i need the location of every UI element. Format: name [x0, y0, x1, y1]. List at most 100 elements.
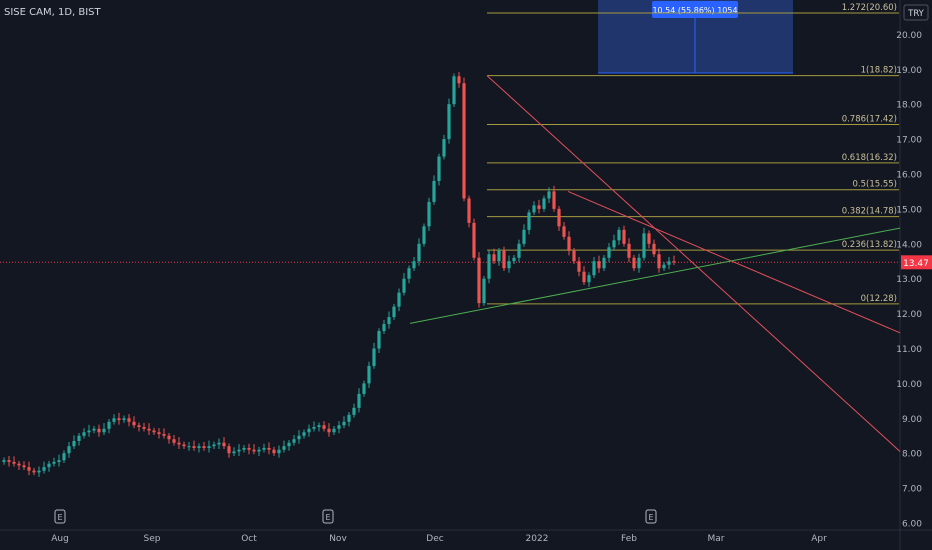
- candle-body: [147, 428, 151, 431]
- price-tick-label: 14.00: [896, 240, 922, 250]
- candle-body: [37, 470, 41, 473]
- candle-body: [477, 257, 481, 304]
- chart-title: SISE CAM, 1D, BIST: [4, 7, 101, 18]
- candle-body: [562, 226, 566, 237]
- trend-line-up: [409, 227, 901, 324]
- fib-level-label: 0.618(16.32): [842, 153, 897, 163]
- trend-line-down-2: [567, 190, 901, 334]
- candle-body: [212, 444, 216, 447]
- candle-body: [522, 229, 526, 244]
- candle-body: [467, 198, 471, 223]
- candle-body: [162, 434, 166, 436]
- candle-body: [672, 261, 676, 263]
- candle-body: [412, 261, 416, 269]
- time-axis-label: Sep: [144, 534, 161, 544]
- candle-body: [427, 201, 431, 227]
- candle-body: [602, 257, 606, 269]
- candle-body: [572, 250, 576, 262]
- candle-body: [362, 383, 366, 394]
- fib-level-label: 0.382(14.78): [842, 207, 897, 217]
- candle-body: [272, 449, 276, 454]
- candle-body: [57, 460, 61, 462]
- candle-body: [642, 233, 646, 258]
- earnings-marker: [322, 509, 334, 524]
- candle-body: [337, 425, 341, 429]
- candle-body: [267, 447, 271, 450]
- candle-body: [282, 446, 286, 450]
- price-tick-label: 20.00: [896, 31, 922, 41]
- candle-body: [452, 76, 456, 105]
- time-axis-label: Oct: [241, 534, 257, 544]
- candle-body: [42, 467, 46, 471]
- candle-body: [307, 428, 311, 433]
- candle-body: [417, 243, 421, 262]
- candle-body: [97, 428, 101, 433]
- time-axis-label: Feb: [621, 534, 637, 544]
- price-tick-label: 11.00: [896, 345, 922, 355]
- candle-body: [462, 83, 466, 199]
- earnings-marker: [54, 509, 66, 524]
- candle-body: [532, 205, 536, 213]
- candle-body: [52, 461, 56, 464]
- fib-level-label: 0(12.28): [861, 294, 897, 304]
- time-axis-label: Aug: [51, 534, 69, 544]
- candle-body: [382, 324, 386, 332]
- candle-body: [617, 229, 621, 241]
- candle-body: [577, 261, 581, 272]
- candle-body: [492, 254, 496, 262]
- candle-body: [202, 446, 206, 448]
- candle-body: [352, 407, 356, 415]
- candle-body: [627, 243, 631, 258]
- fib-level-label: 1(18.82): [861, 66, 897, 76]
- price-tick-label: 9.00: [902, 415, 922, 425]
- candle-body: [177, 442, 181, 445]
- candle-body: [292, 439, 296, 443]
- candle-body: [442, 139, 446, 157]
- fib-level-label: 0.5(15.55): [853, 180, 897, 190]
- candle-body: [447, 104, 451, 140]
- price-tick-label: 19.00: [896, 66, 922, 76]
- candle-body: [482, 278, 486, 304]
- candle-body: [592, 261, 596, 276]
- candle-body: [357, 393, 361, 408]
- price-tick-label: 8.00: [902, 450, 922, 460]
- candle-body: [317, 425, 321, 428]
- measure-label: 10.54 (55.86%) 1054: [652, 6, 737, 15]
- candle-body: [152, 430, 156, 433]
- candle-body: [222, 442, 226, 447]
- candle-body: [197, 446, 201, 448]
- candle-body: [112, 418, 116, 422]
- candle-body: [257, 449, 261, 452]
- candle-body: [312, 427, 316, 429]
- candle-body: [32, 470, 36, 473]
- candle-body: [107, 421, 111, 429]
- candle-body: [82, 432, 86, 436]
- candle-body: [367, 365, 371, 384]
- candle-body: [397, 292, 401, 307]
- candle-body: [217, 442, 221, 445]
- candle-body: [597, 261, 601, 269]
- candle-body: [637, 257, 641, 269]
- candle-body: [472, 222, 476, 258]
- fib-level-label: 1.272(20.60): [842, 3, 897, 13]
- price-tick-label: 12.00: [896, 310, 922, 320]
- candle-body: [117, 418, 121, 421]
- trend-line-down-1: [486, 75, 901, 452]
- candle-body: [402, 278, 406, 293]
- candle-body: [77, 435, 81, 441]
- candle-body: [437, 156, 441, 181]
- candle-body: [62, 453, 66, 461]
- candle-body: [192, 446, 196, 448]
- candle-body: [332, 428, 336, 433]
- time-axis-label: Mar: [708, 534, 725, 544]
- candle-body: [547, 191, 551, 199]
- earnings-marker-label: E: [325, 513, 330, 522]
- candle-body: [557, 208, 561, 227]
- candle-body: [502, 250, 506, 269]
- candle-body: [207, 446, 211, 448]
- candle-body: [662, 264, 666, 269]
- candle-body: [187, 446, 191, 448]
- candle-body: [652, 243, 656, 255]
- price-tick-label: 10.00: [896, 380, 922, 390]
